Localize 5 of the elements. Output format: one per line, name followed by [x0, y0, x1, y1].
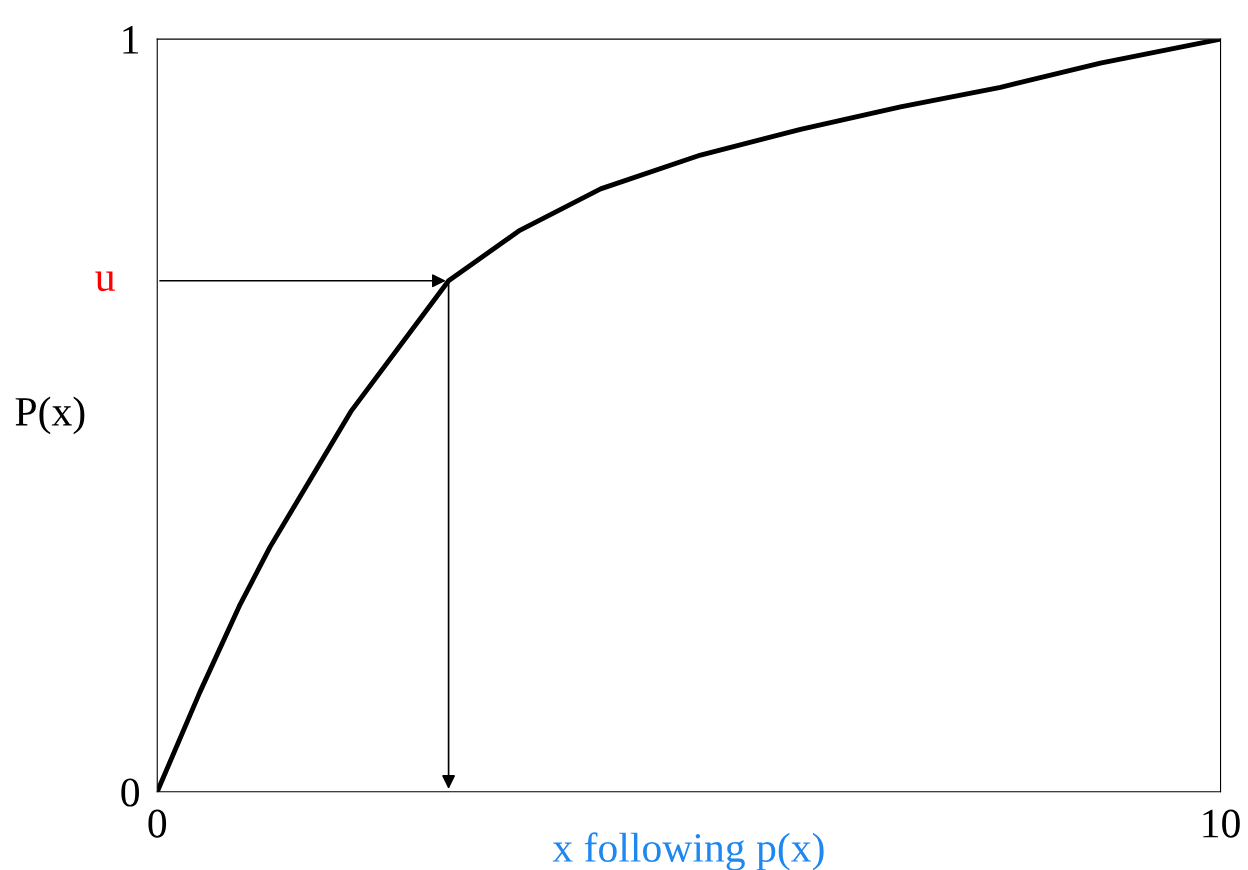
x-tick-label: 10: [1203, 809, 1240, 838]
annotation: u: [95, 271, 115, 292]
y-tick-label: 1: [123, 26, 139, 54]
y-axis-title: P(x): [15, 396, 85, 435]
x-axis-title: x following p(x): [552, 832, 824, 870]
